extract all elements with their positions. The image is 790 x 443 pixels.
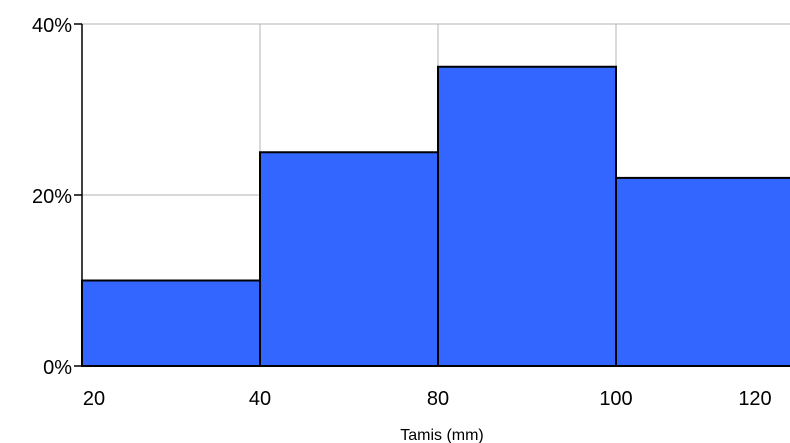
bar: [259, 151, 439, 367]
x-tick-label: 40: [249, 388, 271, 410]
bar: [615, 176, 790, 367]
x-tick-label: 100: [599, 388, 632, 410]
x-tick-label: 120: [738, 388, 771, 410]
x-tick-label: 80: [427, 388, 449, 410]
bar: [81, 279, 261, 367]
bars: [81, 65, 790, 367]
y-tick-label: 20%: [32, 186, 72, 208]
bar: [437, 65, 617, 367]
y-tick-labels: 0% 20% 40%: [32, 15, 72, 379]
x-tick-label: 20: [83, 388, 105, 410]
axes: [74, 23, 790, 367]
y-tick-label: 0%: [43, 357, 72, 379]
y-tick-label: 40%: [32, 15, 72, 37]
x-tick-labels: 20 40 80 100 120: [83, 388, 772, 410]
x-axis-title: Tamis (mm): [400, 427, 484, 443]
